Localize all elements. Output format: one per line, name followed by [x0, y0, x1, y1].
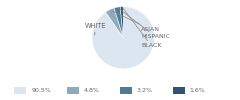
FancyBboxPatch shape — [67, 87, 79, 94]
Text: 4.8%: 4.8% — [84, 88, 100, 93]
Text: HISPANIC: HISPANIC — [118, 8, 170, 39]
Wedge shape — [114, 7, 123, 38]
FancyBboxPatch shape — [173, 87, 185, 94]
Text: WHITE: WHITE — [85, 23, 106, 35]
FancyBboxPatch shape — [14, 87, 26, 94]
Text: 3.2%: 3.2% — [137, 88, 153, 93]
Text: ASIAN: ASIAN — [111, 10, 160, 32]
Wedge shape — [120, 7, 123, 38]
Wedge shape — [106, 8, 123, 38]
Text: 90.5%: 90.5% — [31, 88, 51, 93]
FancyBboxPatch shape — [120, 87, 132, 94]
Wedge shape — [92, 7, 154, 69]
Text: BLACK: BLACK — [123, 8, 162, 48]
Text: 1.6%: 1.6% — [190, 88, 205, 93]
